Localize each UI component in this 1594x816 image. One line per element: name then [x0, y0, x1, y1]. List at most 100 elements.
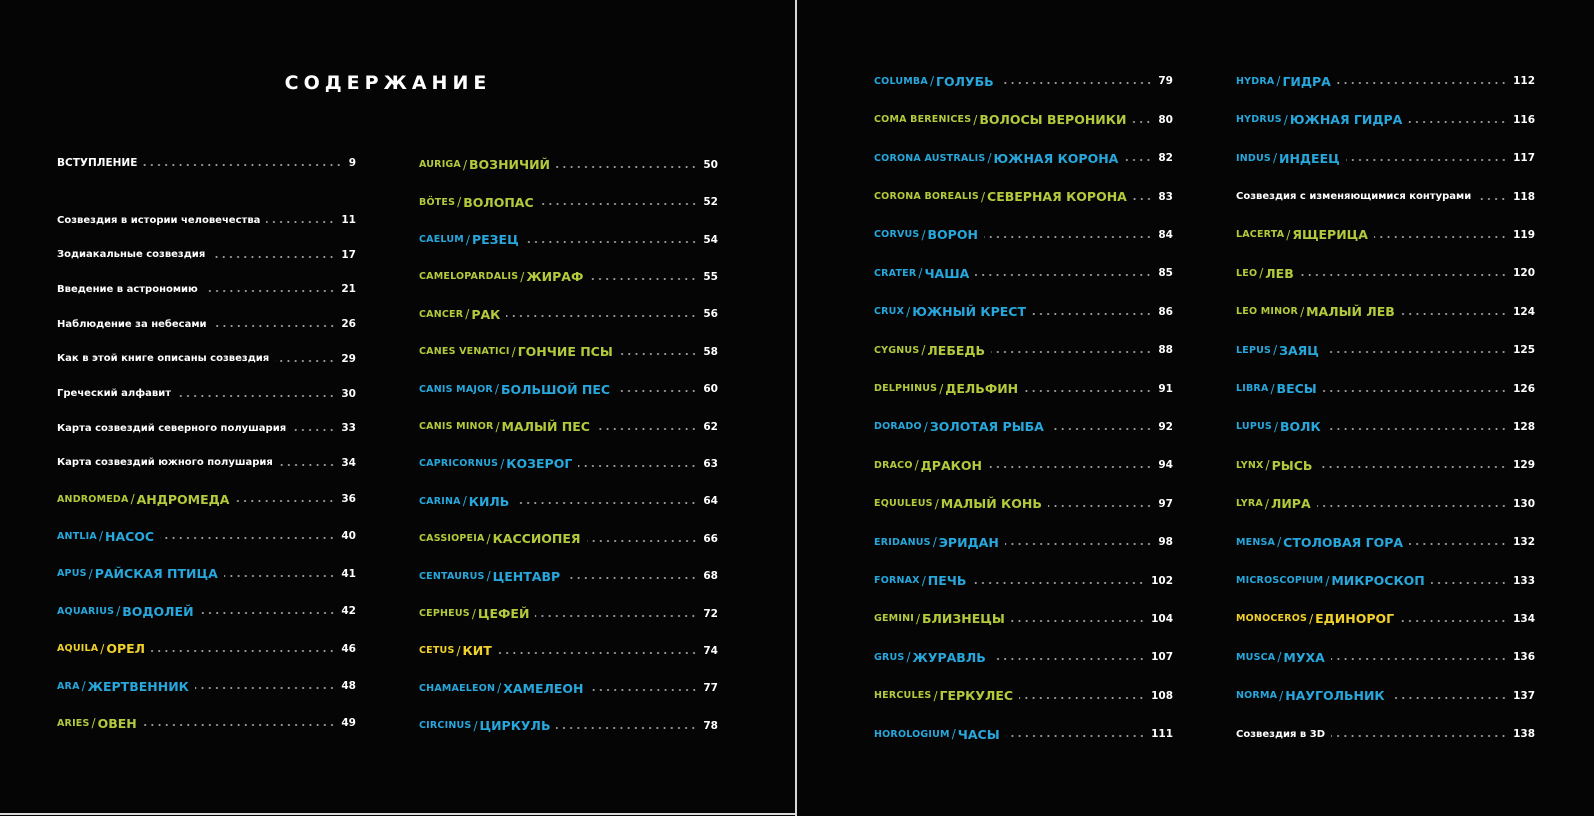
toc-entry[interactable]: Карта созвездий северного полушария 33 — [57, 419, 356, 437]
toc-entry[interactable]: Греческий алфавит 30 — [57, 385, 356, 403]
toc-entry[interactable]: GEMINI / БЛИЗНЕЦЫ 104 — [874, 610, 1173, 628]
toc-entry[interactable]: CEPHEUS / ЦЕФЕЙ 72 — [419, 605, 718, 623]
latin-name: CIRCINUS — [419, 720, 472, 732]
toc-entry[interactable]: CANES VENATICI / ГОНЧИЕ ПСЫ 58 — [419, 343, 718, 361]
toc-entry[interactable]: CRUX / ЮЖНЫЙ КРЕСТ 86 — [874, 303, 1173, 321]
dot-leader — [506, 314, 698, 319]
toc-entry[interactable]: CRATER / ЧАША 85 — [874, 264, 1173, 282]
toc-entry[interactable]: Карта созвездий южного полушария 34 — [57, 454, 356, 472]
toc-entry[interactable]: CAMELOPARDALIS / ЖИРАФ 55 — [419, 268, 718, 286]
toc-entry[interactable]: COLUMBA / ГОЛУБЬ 79 — [874, 72, 1173, 90]
toc-entry[interactable]: MENSA / СТОЛОВАЯ ГОРА 132 — [1236, 533, 1535, 551]
dot-leader — [1400, 618, 1508, 623]
toc-entry[interactable]: HERCULES / ГЕРКУЛЕС 108 — [874, 687, 1173, 705]
toc-entry[interactable]: LEO / ЛЕВ 120 — [1236, 264, 1535, 282]
toc-entry[interactable]: LEO MINOR / МАЛЫЙ ЛЕВ 124 — [1236, 303, 1535, 321]
page-number: 60 — [703, 383, 718, 396]
toc-entry[interactable]: ANDROMEDA / АНДРОМЕДА 36 — [57, 490, 356, 508]
toc-entry[interactable]: MONOCEROS / ЕДИНОРОГ 134 — [1236, 610, 1535, 628]
dot-leader — [1322, 388, 1508, 393]
page-number: 78 — [703, 719, 718, 732]
page-number: 66 — [703, 532, 718, 545]
dot-leader — [292, 428, 336, 433]
toc-entry[interactable]: EQUULEUS / МАЛЫЙ КОНЬ 97 — [874, 495, 1173, 513]
latin-name: CAPRICORNUS — [419, 458, 499, 470]
toc-entry[interactable]: APUS / РАЙСКАЯ ПТИЦА 41 — [57, 565, 356, 583]
toc-entry[interactable]: AURIGA / ВОЗНИЧИЙ 50 — [419, 156, 718, 174]
russian-name: РЕЗЕЦ — [471, 232, 519, 247]
toc-entry[interactable]: Введение в астрономию 21 — [57, 280, 356, 298]
toc-entry[interactable]: CAPRICORNUS / КОЗЕРОГ 63 — [419, 455, 718, 473]
toc-entry[interactable]: AQUILA / ОРЕЛ 46 — [57, 640, 356, 658]
toc-entry[interactable]: DORADO / ЗОЛОТАЯ РЫБА 92 — [874, 418, 1173, 436]
toc-entry[interactable]: LYNX / РЫСЬ 129 — [1236, 456, 1535, 474]
toc-entry[interactable]: HYDRUS / ЮЖНАЯ ГИДРА 116 — [1236, 111, 1535, 129]
latin-name: CHAMAELEON — [419, 682, 496, 694]
toc-entry[interactable]: CASSIOPEIA / КАССИОПЕЯ 66 — [419, 530, 718, 548]
dot-leader — [235, 499, 336, 503]
toc-entry[interactable]: HYDRA / ГИДРА 112 — [1236, 72, 1535, 90]
toc-entry[interactable]: CORVUS / ВОРОН 84 — [874, 226, 1173, 244]
dot-leader — [1326, 426, 1508, 431]
toc-entry[interactable]: Наблюдение за небесами 26 — [57, 315, 356, 333]
toc-entry[interactable]: Зодиакальные созвездия 17 — [57, 246, 356, 264]
russian-name: ЗАЯЦ — [1279, 342, 1319, 358]
toc-entry[interactable]: CANIS MINOR / МАЛЫЙ ПЕС 62 — [419, 418, 718, 436]
toc-entry[interactable]: GRUS / ЖУРАВЛЬ 107 — [874, 648, 1173, 666]
toc-entry[interactable]: LIBRA / ВЕСЫ 126 — [1236, 380, 1535, 398]
toc-entry[interactable]: CORONA BOREALIS / СЕВЕРНАЯ КОРОНА 83 — [874, 188, 1173, 206]
toc-entry[interactable]: LACERTA / ЯЩЕРИЦА 119 — [1236, 226, 1535, 244]
toc-entry[interactable]: DRACO / ДРАКОН 94 — [874, 456, 1173, 474]
toc-entry[interactable]: CYGNUS / ЛЕБЕДЬ 88 — [874, 341, 1173, 359]
toc-entry[interactable]: ANTLIA / НАСОС 40 — [57, 527, 356, 545]
toc-entry[interactable]: CHAMAELEON / ХАМЕЛЕОН 77 — [419, 679, 718, 697]
latin-name: DRACO — [874, 459, 913, 471]
name-separator: / — [929, 74, 934, 89]
toc-entry[interactable]: BÖTES / ВОЛОПАС 52 — [419, 193, 718, 211]
toc-entry[interactable]: DELPHINUS / ДЕЛЬФИН 91 — [874, 380, 1173, 398]
latin-name: CRUX — [874, 306, 905, 318]
toc-entry[interactable]: ВСТУПЛЕНИЕ 9 — [57, 154, 356, 172]
name-separator: / — [1270, 381, 1275, 396]
latin-name: CETUS — [419, 645, 455, 657]
toc-entry[interactable]: FORNAX / ПЕЧЬ 102 — [874, 572, 1173, 590]
name-separator: / — [921, 573, 926, 588]
toc-entry[interactable]: Созвездия в 3D 138 — [1236, 725, 1535, 743]
toc-entry[interactable]: COMA BERENICES / ВОЛОСЫ ВЕРОНИКИ 80 — [874, 111, 1173, 129]
dot-leader — [983, 234, 1153, 239]
section-title: Греческий алфавит — [57, 388, 172, 399]
toc-entry[interactable]: Как в этой книге описаны созвездия 29 — [57, 350, 356, 368]
toc-entry[interactable]: CANIS MAJOR / БОЛЬШОЙ ПЕС 60 — [419, 380, 718, 398]
toc-entry[interactable]: ERIDANUS / ЭРИДАН 98 — [874, 533, 1173, 551]
russian-name: ВОДОЛЕЙ — [122, 603, 194, 619]
dot-leader — [566, 576, 698, 581]
page-number: 55 — [703, 270, 718, 283]
toc-entry[interactable]: AQUARIUS / ВОДОЛЕЙ 42 — [57, 602, 356, 620]
toc-entry[interactable]: HOROLOGIUM / ЧАСЫ 111 — [874, 725, 1173, 743]
section-title: Наблюдение за небесами — [57, 318, 207, 330]
toc-entry[interactable]: MUSCA / МУХА 136 — [1236, 648, 1535, 666]
toc-entry[interactable]: CAELUM / РЕЗЕЦ 54 — [419, 231, 718, 249]
toc-entry[interactable]: CIRCINUS / ЦИРКУЛЬ 78 — [419, 717, 718, 735]
toc-entry[interactable]: NORMA / НАУГОЛЬНИК 137 — [1236, 687, 1535, 705]
toc-entry[interactable]: LYRA / ЛИРА 130 — [1236, 495, 1535, 513]
toc-entry[interactable]: MICROSCOPIUM / МИКРОСКОП 133 — [1236, 572, 1535, 590]
toc-entry[interactable]: LEPUS / ЗАЯЦ 125 — [1236, 341, 1535, 359]
page-number: 40 — [341, 530, 356, 543]
toc-entry[interactable]: LUPUS / ВОЛК 128 — [1236, 418, 1535, 436]
toc-entry[interactable]: INDUS / ИНДЕЕЦ 117 — [1236, 149, 1535, 167]
toc-entry[interactable]: CENTAURUS / ЦЕНТАВР 68 — [419, 567, 718, 585]
toc-entry[interactable]: ARIES / ОВЕН 49 — [57, 714, 356, 732]
toc-entry[interactable]: Созвездия с изменяющимися контурами 118 — [1236, 188, 1535, 206]
toc-entry[interactable]: CORONA AUSTRALIS / ЮЖНАЯ КОРОНА 82 — [874, 149, 1173, 167]
name-separator: / — [921, 227, 926, 242]
toc-entry[interactable]: ARA / ЖЕРТВЕННИК 48 — [57, 677, 356, 695]
toc-entry[interactable]: CARINA / КИЛЬ 64 — [419, 492, 718, 510]
toc-entry[interactable]: Созвездия в истории человечества 11 — [57, 211, 356, 229]
page-number: 72 — [703, 607, 718, 620]
toc-entry[interactable]: CETUS / КИТ 74 — [419, 642, 718, 660]
dot-leader — [278, 462, 336, 467]
russian-name: ВОЛОПАС — [463, 194, 534, 210]
name-separator: / — [1265, 458, 1270, 473]
toc-entry[interactable]: CANCER / РАК 56 — [419, 305, 718, 323]
